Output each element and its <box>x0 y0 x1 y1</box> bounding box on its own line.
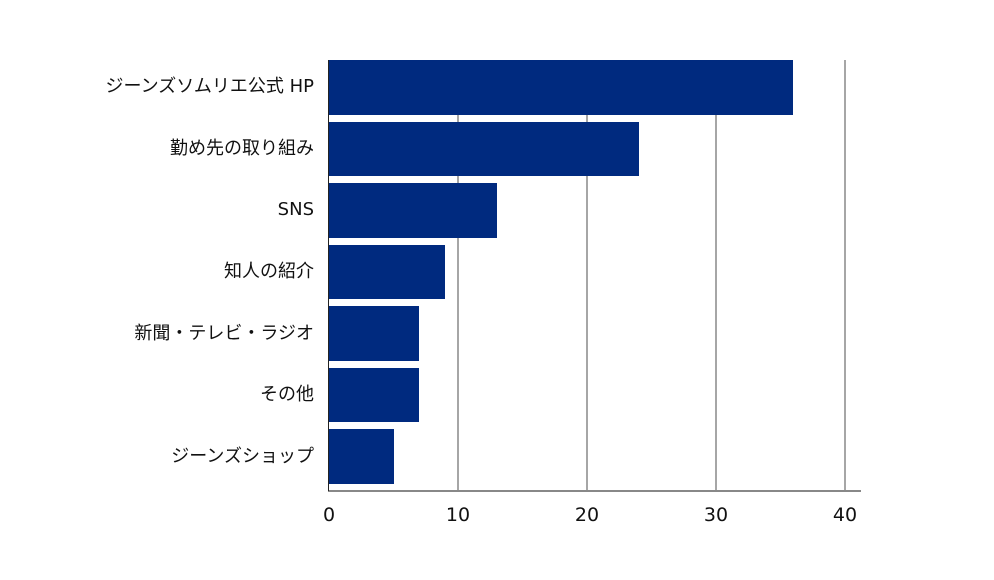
gridline <box>715 60 717 491</box>
x-axis-line <box>328 490 861 492</box>
gridline <box>844 60 846 491</box>
category-label: 勤め先の取り組み <box>170 137 314 159</box>
category-label: その他 <box>260 384 314 406</box>
category-label: 新聞・テレビ・ラジオ <box>134 322 314 344</box>
category-label: 知人の紹介 <box>224 261 314 282</box>
bar <box>329 429 394 484</box>
bar <box>329 60 794 115</box>
bar <box>329 121 639 177</box>
bar <box>329 306 420 361</box>
y-axis-line <box>328 60 329 491</box>
gridline <box>586 60 588 491</box>
category-label: SNS <box>277 199 314 221</box>
bar <box>329 244 446 300</box>
category-label: ジーンズショップ <box>171 445 314 467</box>
bar <box>329 183 497 238</box>
x-tick-label: 40 <box>832 504 858 526</box>
x-tick-label: 0 <box>322 504 336 526</box>
x-tick-label: 30 <box>703 504 729 526</box>
x-tick-label: 20 <box>574 504 600 526</box>
bar <box>329 367 420 423</box>
gridline <box>457 60 459 491</box>
x-tick-label: 10 <box>445 504 471 526</box>
category-label: ジーンズソムリエ公式 HP <box>105 76 315 98</box>
